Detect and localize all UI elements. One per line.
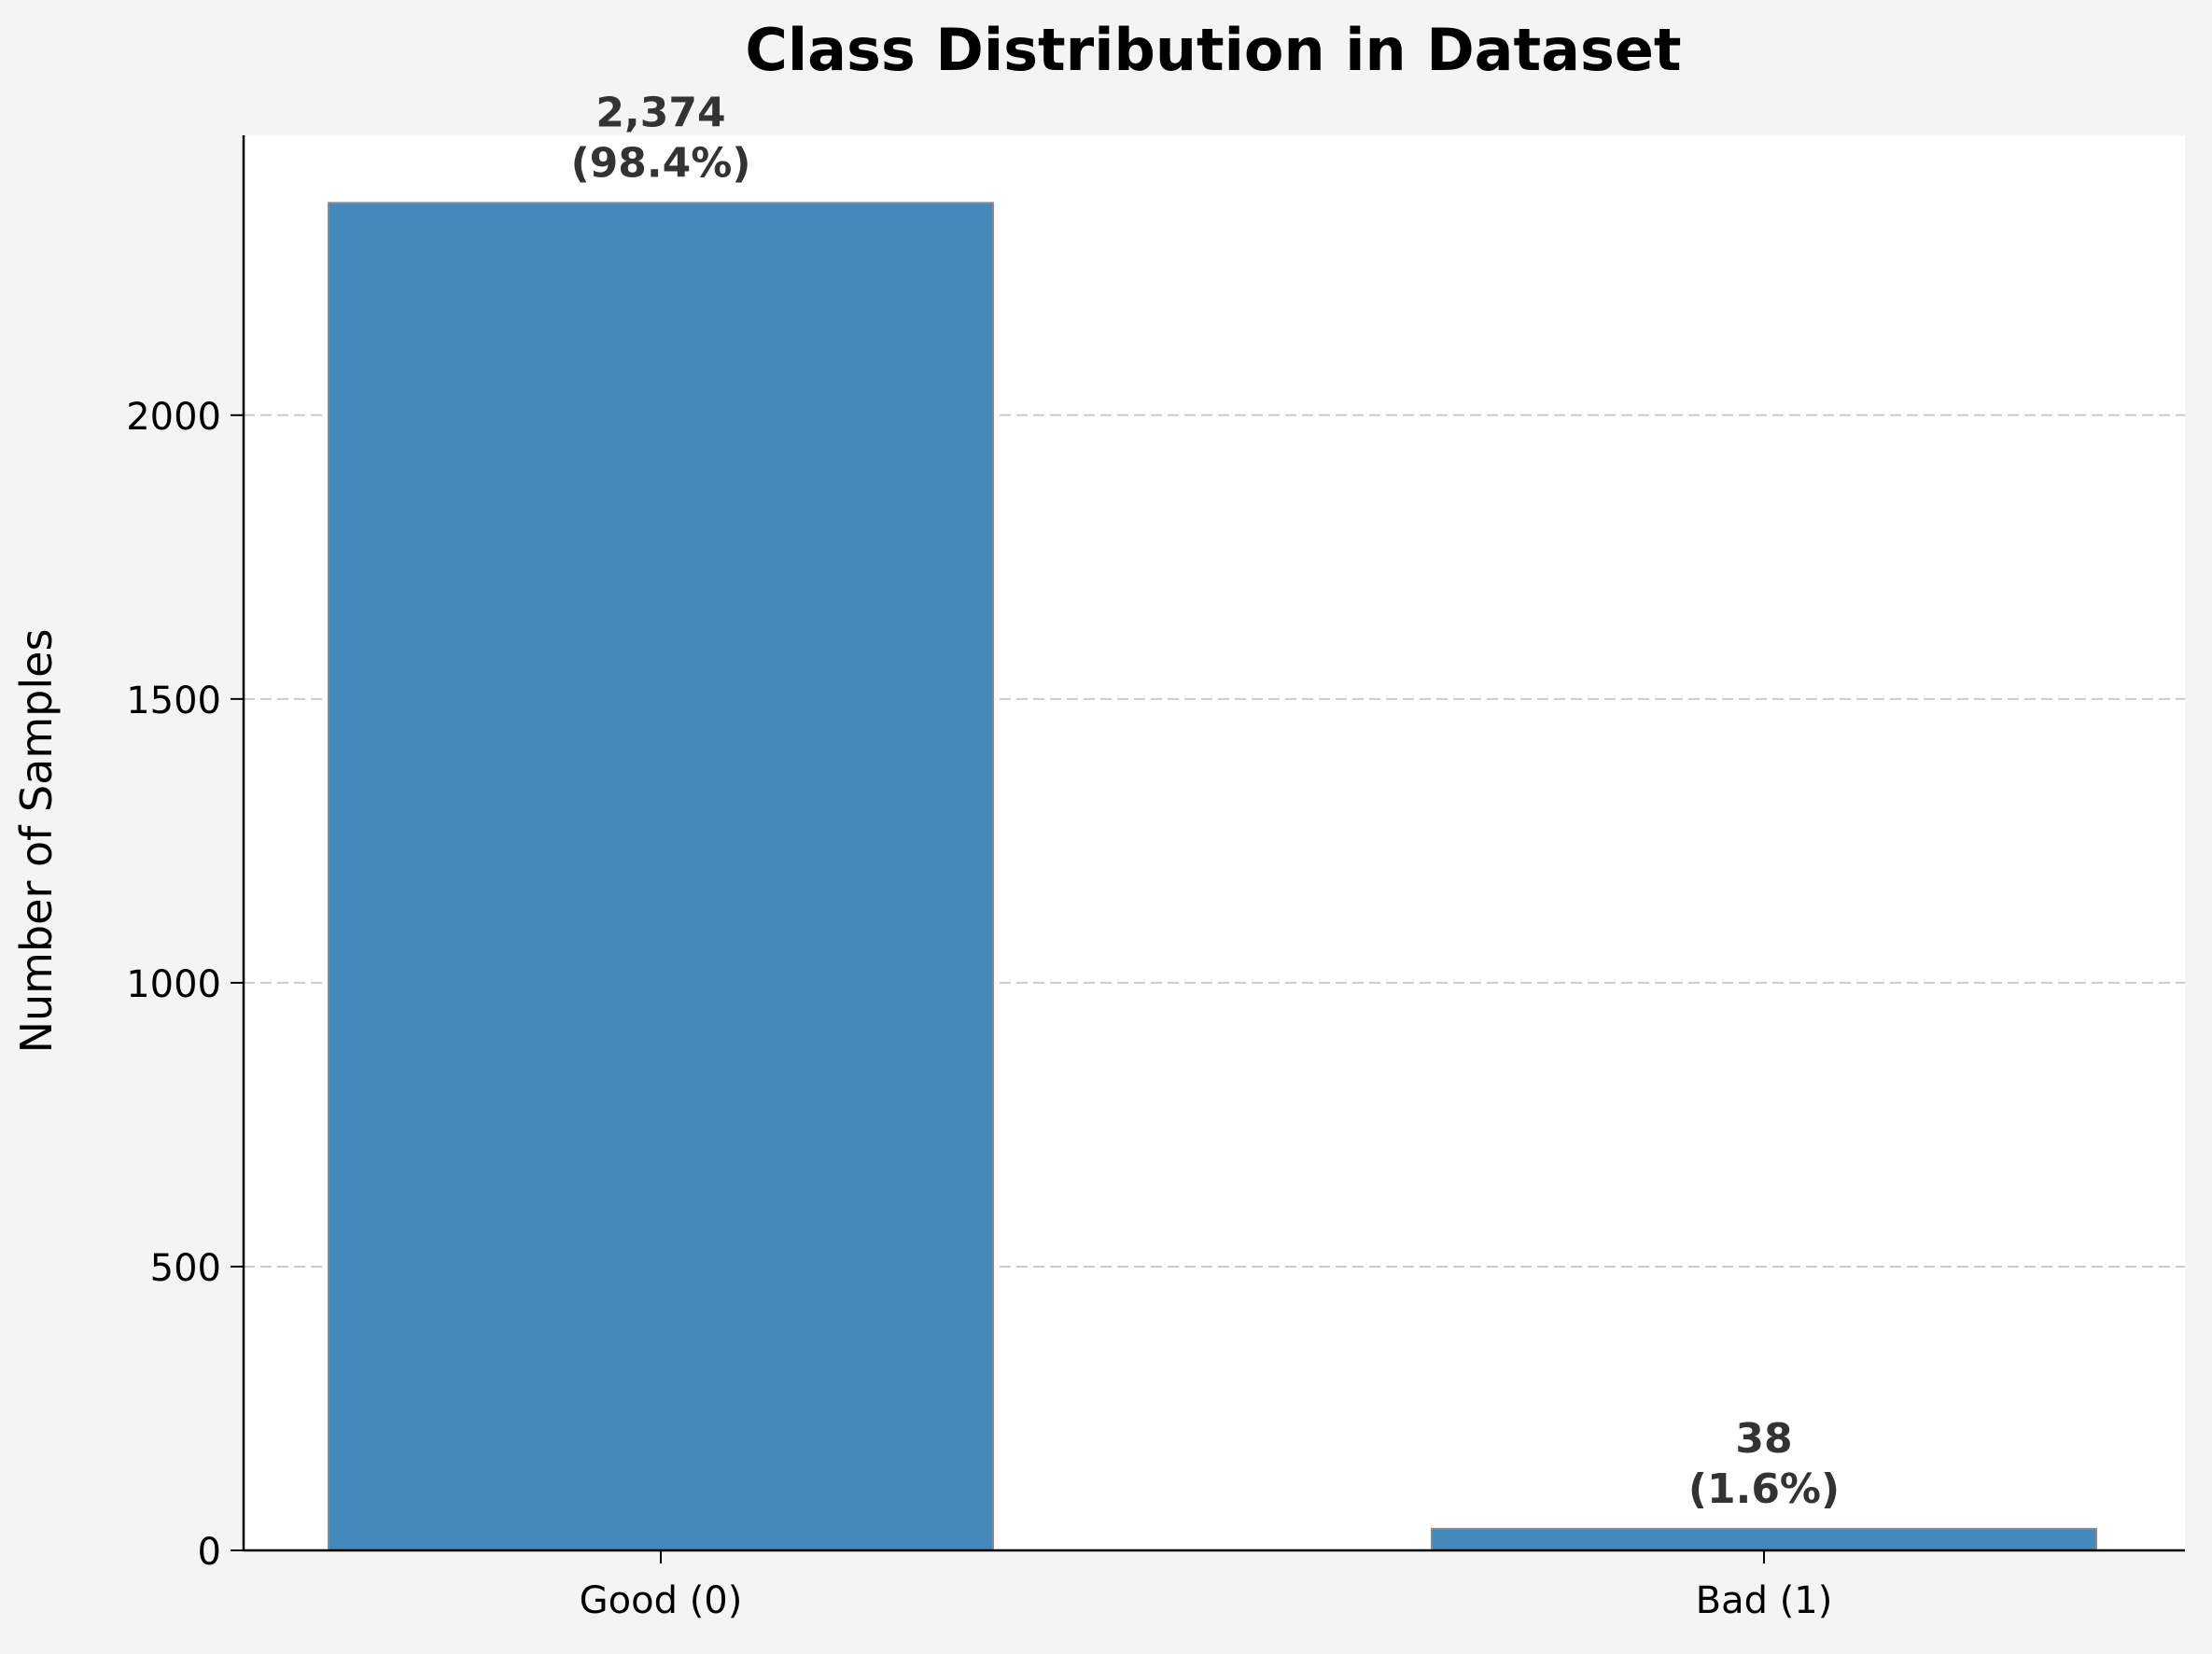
bars: [328, 202, 2097, 1551]
x-tick-label-0: Good (0): [580, 1579, 743, 1622]
y-tick-label-1500: 1500: [126, 680, 221, 722]
y-tick-label-2000: 2000: [126, 396, 221, 439]
bar-0: [328, 202, 994, 1551]
axes: 0 500 1000 1500 2000 Good (0) Bad (1): [126, 135, 2185, 1622]
data-label-value-0: 2,374: [595, 89, 725, 136]
y-axis-label: Number of Samples: [11, 629, 62, 1054]
data-label-percent-1: (1.6%): [1688, 1465, 1840, 1513]
data-label-percent-0: (98.4%): [571, 139, 751, 187]
y-tick-label-500: 500: [150, 1247, 221, 1290]
bar-1: [1431, 1527, 2097, 1551]
chart-title: Class Distribution in Dataset: [745, 16, 1681, 84]
data-labels: 2,374(98.4%) 38(1.6%): [571, 89, 1841, 1513]
y-tick-label-0: 0: [198, 1531, 221, 1574]
y-tick-label-1000: 1000: [126, 963, 221, 1006]
x-tick-label-1: Bad (1): [1696, 1579, 1833, 1622]
data-label-value-1: 38: [1735, 1415, 1792, 1463]
